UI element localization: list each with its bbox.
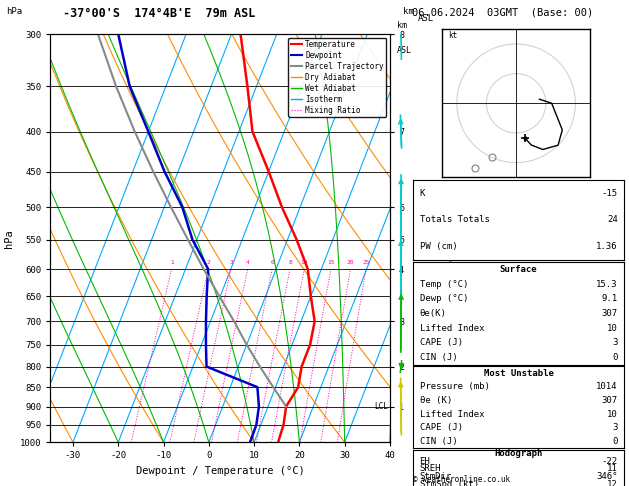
Text: CAPE (J): CAPE (J) [420, 423, 462, 432]
Text: 25: 25 [362, 260, 370, 265]
Text: 4: 4 [246, 260, 250, 265]
Text: θe (K): θe (K) [420, 396, 452, 405]
Text: 06.06.2024  03GMT  (Base: 00): 06.06.2024 03GMT (Base: 00) [412, 7, 593, 17]
Text: 1.36: 1.36 [596, 242, 618, 251]
Text: LCL: LCL [374, 402, 387, 411]
Text: 0: 0 [612, 353, 618, 362]
Text: 20: 20 [347, 260, 354, 265]
Text: StmDir: StmDir [420, 472, 452, 481]
Text: K: K [420, 189, 425, 198]
Text: km: km [397, 21, 407, 30]
Text: 1014: 1014 [596, 382, 618, 391]
Text: 9.1: 9.1 [601, 295, 618, 303]
Text: 10: 10 [301, 260, 308, 265]
Text: Totals Totals: Totals Totals [420, 215, 489, 225]
Text: 24: 24 [607, 215, 618, 225]
Text: 12: 12 [607, 480, 618, 486]
Text: -22: -22 [601, 457, 618, 466]
Text: 3: 3 [612, 423, 618, 432]
Text: Lifted Index: Lifted Index [420, 324, 484, 332]
Text: Mixing Ratio (g/kg): Mixing Ratio (g/kg) [447, 191, 455, 286]
Text: 15: 15 [327, 260, 335, 265]
Text: 3: 3 [229, 260, 233, 265]
Text: SREH: SREH [420, 465, 441, 473]
Text: EH: EH [420, 457, 430, 466]
Text: © weatheronline.co.uk: © weatheronline.co.uk [413, 474, 510, 484]
Text: Most Unstable: Most Unstable [484, 369, 554, 378]
Text: -15: -15 [601, 189, 618, 198]
Text: Dewp (°C): Dewp (°C) [420, 295, 468, 303]
Text: 1: 1 [170, 260, 174, 265]
Text: km: km [403, 7, 413, 17]
Text: CIN (J): CIN (J) [420, 353, 457, 362]
Text: θe(K): θe(K) [420, 309, 447, 318]
Text: 0: 0 [612, 437, 618, 446]
Text: 2: 2 [206, 260, 210, 265]
Text: 6: 6 [270, 260, 274, 265]
Y-axis label: hPa: hPa [4, 229, 14, 247]
Text: kt: kt [448, 31, 457, 40]
Text: Temp (°C): Temp (°C) [420, 280, 468, 289]
Legend: Temperature, Dewpoint, Parcel Trajectory, Dry Adiabat, Wet Adiabat, Isotherm, Mi: Temperature, Dewpoint, Parcel Trajectory… [289, 38, 386, 117]
Text: 10: 10 [607, 324, 618, 332]
Text: Pressure (mb): Pressure (mb) [420, 382, 489, 391]
Text: 346°: 346° [596, 472, 618, 481]
Text: 3: 3 [612, 338, 618, 347]
Text: 11: 11 [607, 465, 618, 473]
Text: Hodograph: Hodograph [494, 449, 543, 458]
Text: 15.3: 15.3 [596, 280, 618, 289]
Text: Surface: Surface [500, 265, 537, 274]
Text: Lifted Index: Lifted Index [420, 410, 484, 418]
Text: -37°00'S  174°4B'E  79m ASL: -37°00'S 174°4B'E 79m ASL [63, 7, 255, 20]
Text: ASL: ASL [418, 14, 435, 23]
Text: CIN (J): CIN (J) [420, 437, 457, 446]
Text: 10: 10 [607, 410, 618, 418]
Text: 8: 8 [288, 260, 292, 265]
Text: ASL: ASL [397, 46, 412, 55]
X-axis label: Dewpoint / Temperature (°C): Dewpoint / Temperature (°C) [136, 466, 304, 476]
Text: 307: 307 [601, 309, 618, 318]
Text: PW (cm): PW (cm) [420, 242, 457, 251]
Text: hPa: hPa [6, 7, 23, 17]
Text: StmSpd (kt): StmSpd (kt) [420, 480, 479, 486]
Text: 307: 307 [601, 396, 618, 405]
Text: CAPE (J): CAPE (J) [420, 338, 462, 347]
